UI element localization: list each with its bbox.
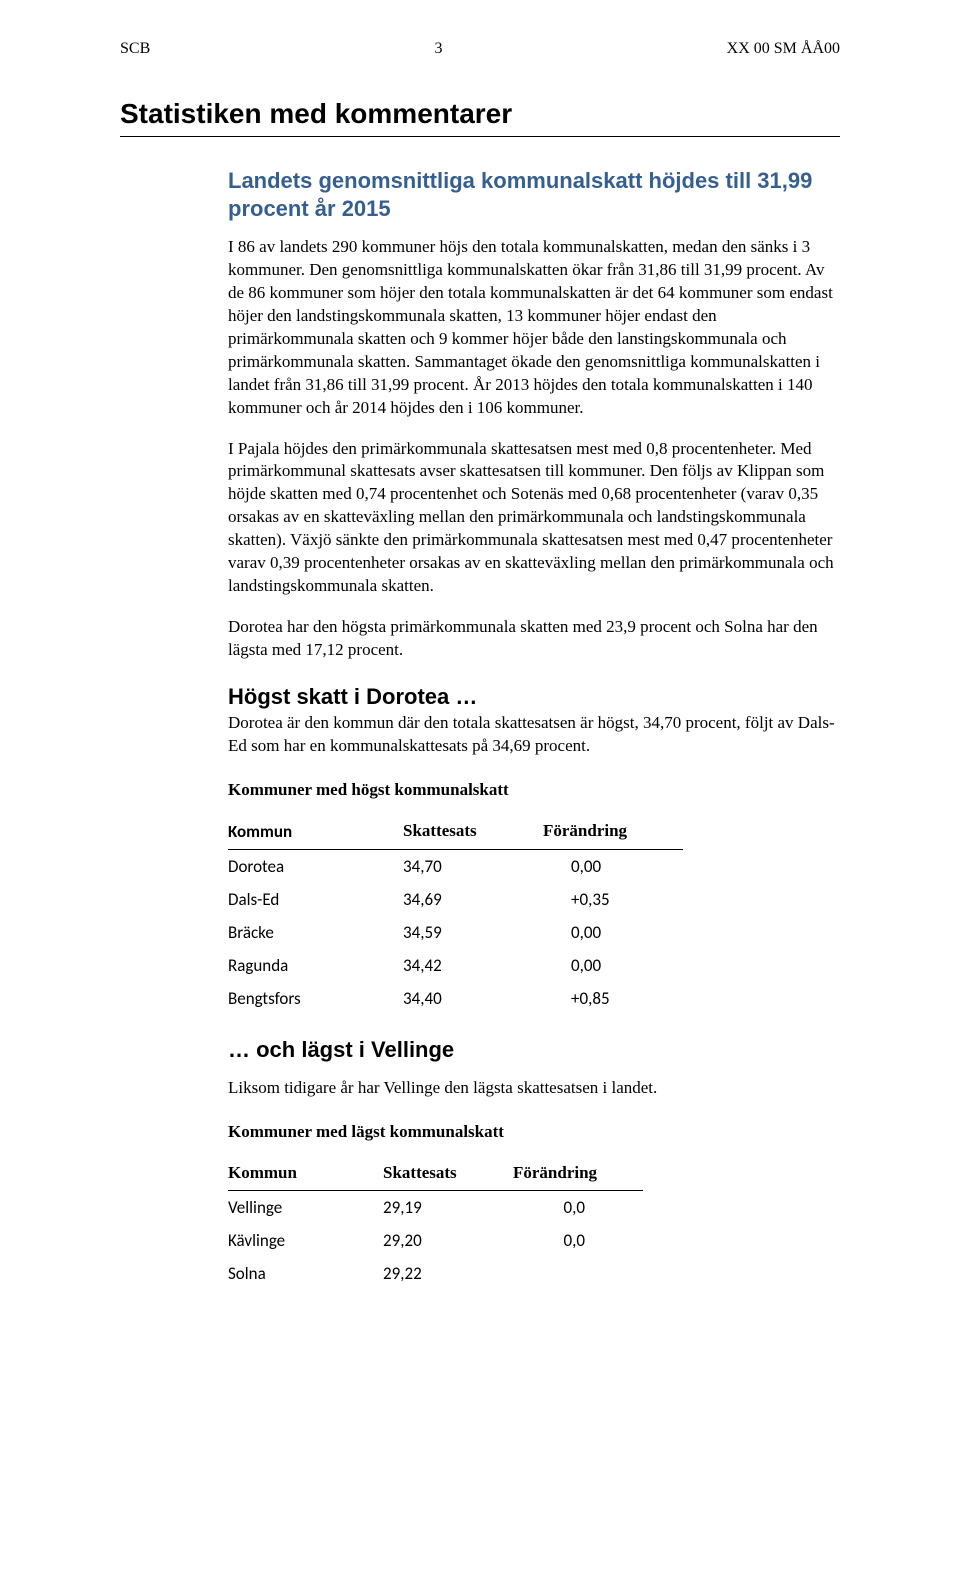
section3-heading: … och lägst i Vellinge	[228, 1037, 840, 1063]
cell-name: Dorotea	[228, 849, 403, 883]
cell-name: Dals-Ed	[228, 883, 403, 916]
table-low-header-row: Kommun Skattesats Förändring	[228, 1156, 643, 1191]
cell-rate: 34,40	[403, 982, 543, 1015]
cell-change: 0,0	[513, 1224, 643, 1257]
col-forandring: Förändring	[513, 1156, 643, 1191]
cell-change: 0,00	[543, 849, 683, 883]
table-high-header-row: Kommun Skattesats Förändring	[228, 814, 683, 850]
table-row: Kävlinge 29,20 0,0	[228, 1224, 643, 1257]
main-title: Statistiken med kommentarer	[120, 98, 840, 137]
cell-name: Bräcke	[228, 916, 403, 949]
cell-change: 0,00	[543, 916, 683, 949]
cell-rate: 34,59	[403, 916, 543, 949]
section1-p2: I Pajala höjdes den primärkommunala skat…	[228, 438, 840, 599]
col-kommun: Kommun	[228, 1156, 383, 1191]
col-kommun: Kommun	[228, 814, 403, 850]
table-row: Dorotea 34,70 0,00	[228, 849, 683, 883]
cell-change: +0,35	[543, 883, 683, 916]
table-row: Solna 29,22	[228, 1257, 643, 1290]
table-low-caption: Kommuner med lägst kommunalskatt	[228, 1122, 840, 1142]
table-row: Dals-Ed 34,69 +0,35	[228, 883, 683, 916]
section3-p1: Liksom tidigare år har Vellinge den lägs…	[228, 1077, 840, 1100]
cell-name: Bengtsfors	[228, 982, 403, 1015]
cell-name: Ragunda	[228, 949, 403, 982]
cell-change: 0,00	[543, 949, 683, 982]
header-right: XX 00 SM ÅÅ00	[727, 40, 840, 58]
table-row: Bengtsfors 34,40 +0,85	[228, 982, 683, 1015]
cell-change	[513, 1257, 643, 1290]
content-block: Landets genomsnittliga kommunalskatt höj…	[228, 167, 840, 1290]
cell-change: 0,0	[513, 1190, 643, 1224]
section2-p1: Dorotea är den kommun där den totala ska…	[228, 712, 840, 758]
col-skattesats: Skattesats	[383, 1156, 513, 1191]
header-left: SCB	[120, 40, 150, 58]
section2-heading: Högst skatt i Dorotea …	[228, 684, 840, 710]
cell-name: Solna	[228, 1257, 383, 1290]
cell-rate: 29,22	[383, 1257, 513, 1290]
cell-rate: 29,20	[383, 1224, 513, 1257]
col-skattesats: Skattesats	[403, 814, 543, 850]
cell-change: +0,85	[543, 982, 683, 1015]
table-high: Kommun Skattesats Förändring Dorotea 34,…	[228, 814, 683, 1015]
table-row: Vellinge 29,19 0,0	[228, 1190, 643, 1224]
table-row: Ragunda 34,42 0,00	[228, 949, 683, 982]
col-forandring: Förändring	[543, 814, 683, 850]
table-row: Bräcke 34,59 0,00	[228, 916, 683, 949]
cell-name: Kävlinge	[228, 1224, 383, 1257]
table-low: Kommun Skattesats Förändring Vellinge 29…	[228, 1156, 643, 1290]
section1-p1: I 86 av landets 290 kommuner höjs den to…	[228, 236, 840, 420]
section1-heading: Landets genomsnittliga kommunalskatt höj…	[228, 167, 840, 222]
section1-p3: Dorotea har den högsta primärkommunala s…	[228, 616, 840, 662]
cell-rate: 29,19	[383, 1190, 513, 1224]
cell-rate: 34,69	[403, 883, 543, 916]
table-high-caption: Kommuner med högst kommunalskatt	[228, 780, 840, 800]
cell-rate: 34,70	[403, 849, 543, 883]
header-center: 3	[434, 40, 442, 58]
cell-rate: 34,42	[403, 949, 543, 982]
page-header: SCB 3 XX 00 SM ÅÅ00	[120, 40, 840, 58]
cell-name: Vellinge	[228, 1190, 383, 1224]
